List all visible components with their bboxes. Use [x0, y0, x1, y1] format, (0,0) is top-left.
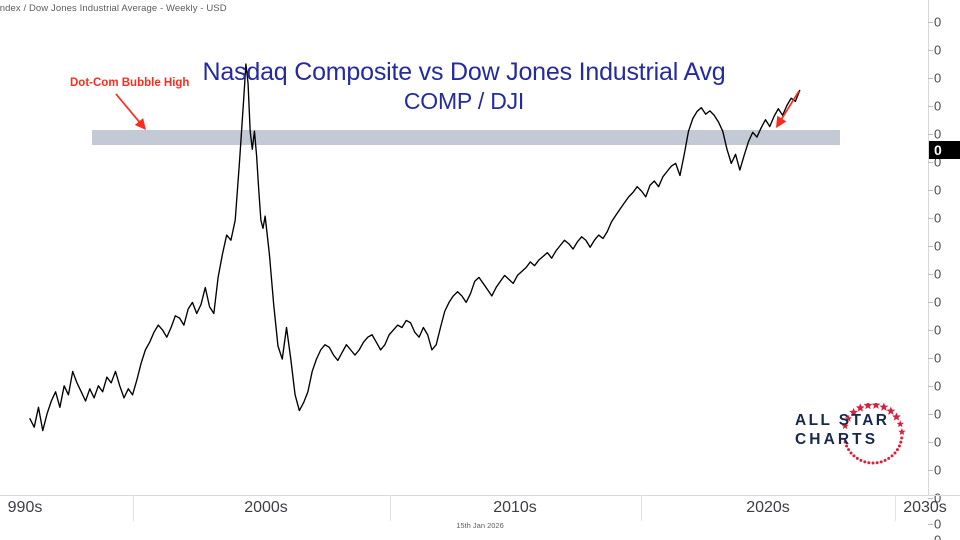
y-axis-tick	[928, 246, 933, 247]
y-axis-tick	[928, 78, 933, 79]
y-axis-label: 0	[934, 98, 942, 114]
date-axis-label: 990s	[7, 499, 43, 516]
y-axis-tick	[928, 524, 933, 525]
footer-date-stamp: 15th Jan 2026	[456, 521, 504, 530]
y-axis-tick	[928, 302, 933, 303]
plot-area[interactable]	[0, 14, 928, 495]
date-axis-label: 2020s	[746, 499, 790, 516]
date-axis-divider	[390, 495, 391, 521]
y-axis-tick	[928, 358, 933, 359]
y-axis-tick	[928, 134, 933, 135]
date-axis-divider	[895, 495, 896, 521]
y-axis-label: 0	[934, 238, 942, 254]
date-axis-label: 2030s	[903, 499, 947, 516]
y-axis-label: 0	[934, 182, 942, 198]
price-chart-svg	[29, 63, 840, 432]
date-axis[interactable]: 990s 2000s 2010s 2020s 2030s	[0, 495, 960, 521]
y-axis-tick	[928, 106, 933, 107]
instrument-header: Index / Dow Jones Industrial Average - W…	[0, 3, 227, 14]
y-axis-tick	[928, 414, 933, 415]
annotation-arrow-shaft-1	[780, 90, 800, 121]
y-axis-tick	[928, 470, 933, 471]
y-axis-label: 0	[934, 378, 942, 394]
y-axis-label: 0	[934, 294, 942, 310]
annotation-arrows	[115, 90, 800, 130]
current-price-tag: 0	[929, 141, 960, 159]
y-axis-tick	[928, 162, 933, 163]
y-axis-tick	[928, 218, 933, 219]
y-axis-tick	[928, 190, 933, 191]
y-axis-tick	[928, 386, 933, 387]
y-axis-label: 0	[934, 126, 942, 142]
y-axis-label: 0	[934, 210, 942, 226]
y-axis-tick	[928, 330, 933, 331]
y-axis-tick	[928, 498, 933, 499]
price-line	[29, 63, 801, 432]
y-axis-label: 0	[934, 490, 942, 506]
y-axis-label: 0	[934, 350, 942, 366]
annotation-arrow-shaft-0	[115, 93, 141, 124]
date-axis-divider	[641, 495, 642, 521]
y-axis-label: 0	[934, 532, 942, 540]
date-axis-divider	[133, 495, 134, 521]
resistance-band	[92, 130, 840, 145]
y-axis-tick	[928, 50, 933, 51]
y-axis-label: 0	[934, 434, 942, 450]
y-axis-label: 0	[934, 516, 942, 532]
y-axis-tick	[928, 442, 933, 443]
y-axis-label: 0	[934, 14, 942, 30]
y-axis-label: 0	[934, 154, 942, 170]
y-axis-tick	[928, 22, 933, 23]
y-axis-label: 0	[934, 322, 942, 338]
annotation-dot-com-bubble-high: Dot-Com Bubble High	[70, 77, 190, 89]
y-axis-label: 0	[934, 406, 942, 422]
annotation-arrow-head-1	[776, 115, 787, 128]
y-axis-label: 0	[934, 70, 942, 86]
y-axis-label: 0	[934, 266, 942, 282]
price-axis-line	[928, 0, 929, 496]
annotation-arrow-head-0	[134, 118, 146, 130]
y-axis-label: 0	[934, 42, 942, 58]
date-axis-line	[0, 495, 960, 496]
y-axis-tick	[928, 274, 933, 275]
y-axis-label: 0	[934, 462, 942, 478]
date-axis-label: 2010s	[493, 499, 537, 516]
date-axis-label: 2000s	[244, 499, 288, 516]
